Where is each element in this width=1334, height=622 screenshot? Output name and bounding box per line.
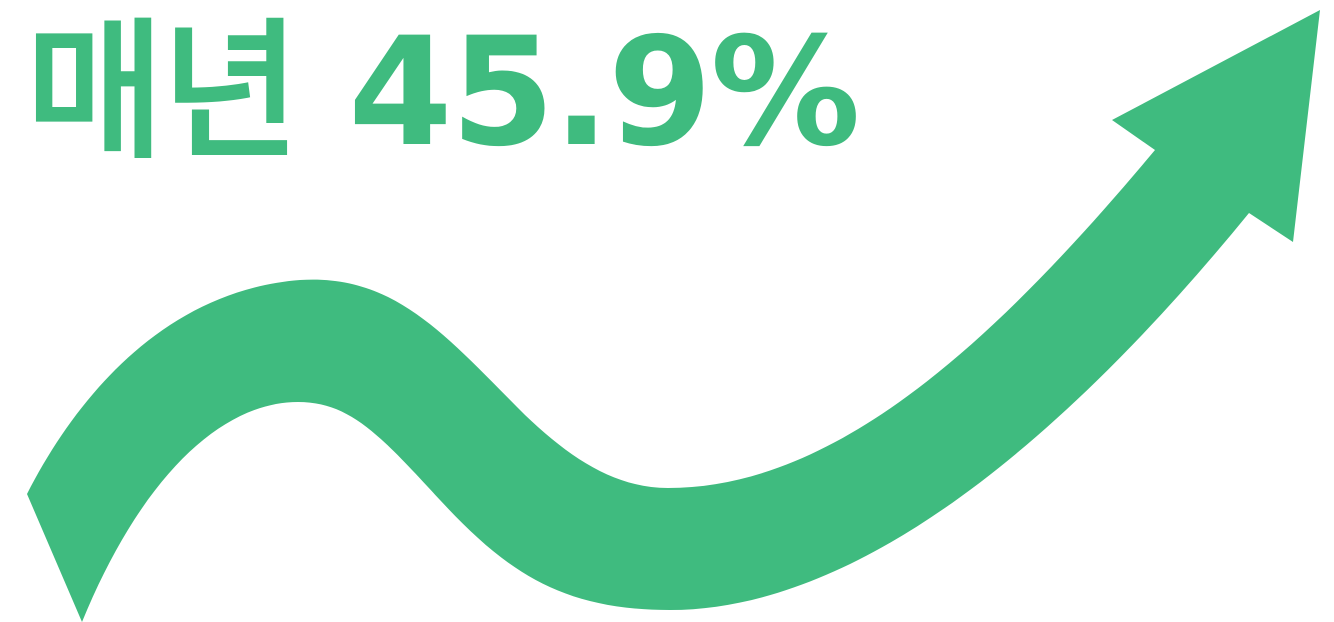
headline-growth-rate: 매년 45.9%: [26, 6, 861, 180]
arrow-body: [27, 10, 1320, 622]
